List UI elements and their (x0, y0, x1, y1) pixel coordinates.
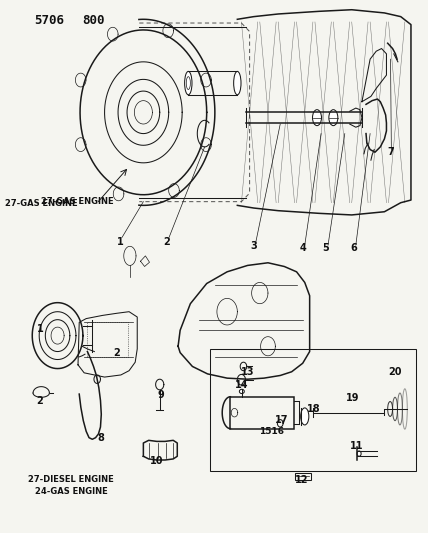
Text: 12: 12 (295, 475, 309, 485)
Ellipse shape (184, 71, 192, 95)
Text: 1: 1 (117, 237, 123, 247)
Text: 17: 17 (275, 415, 288, 425)
Bar (87, 322, 128, 357)
Text: 9: 9 (158, 390, 164, 400)
Bar (294, 473, 311, 480)
Text: 8: 8 (98, 433, 105, 443)
Text: 6: 6 (351, 243, 357, 253)
Text: 14: 14 (235, 379, 248, 390)
Text: 800: 800 (82, 14, 104, 27)
Text: 2: 2 (113, 348, 120, 358)
Ellipse shape (357, 451, 361, 456)
Text: 11: 11 (350, 441, 364, 451)
Ellipse shape (312, 110, 321, 126)
Text: 5706: 5706 (34, 14, 64, 27)
Ellipse shape (329, 110, 338, 126)
Bar (210, 349, 416, 471)
Ellipse shape (234, 71, 241, 95)
Text: 2: 2 (37, 396, 43, 406)
Text: 19: 19 (346, 393, 360, 403)
Text: 3: 3 (250, 241, 257, 251)
Text: 10: 10 (150, 456, 163, 465)
Text: 5: 5 (323, 243, 330, 253)
Text: 1516: 1516 (259, 427, 284, 436)
Ellipse shape (239, 389, 244, 393)
Ellipse shape (300, 408, 309, 425)
Text: 2: 2 (163, 237, 170, 247)
Text: 27-GAS ENGINE: 27-GAS ENGINE (5, 199, 77, 208)
Text: 27-DIESEL ENGINE: 27-DIESEL ENGINE (28, 475, 114, 483)
Text: 18: 18 (307, 404, 321, 414)
Text: 1: 1 (37, 324, 43, 334)
Text: 27-GAS ENGINE: 27-GAS ENGINE (41, 197, 114, 206)
Text: 13: 13 (241, 367, 254, 377)
Text: 24-GAS ENGINE: 24-GAS ENGINE (35, 487, 107, 496)
Ellipse shape (186, 77, 190, 90)
Text: 7: 7 (387, 147, 394, 157)
Text: 20: 20 (388, 367, 401, 377)
Bar (230, 397, 294, 429)
Text: 4: 4 (299, 243, 306, 253)
